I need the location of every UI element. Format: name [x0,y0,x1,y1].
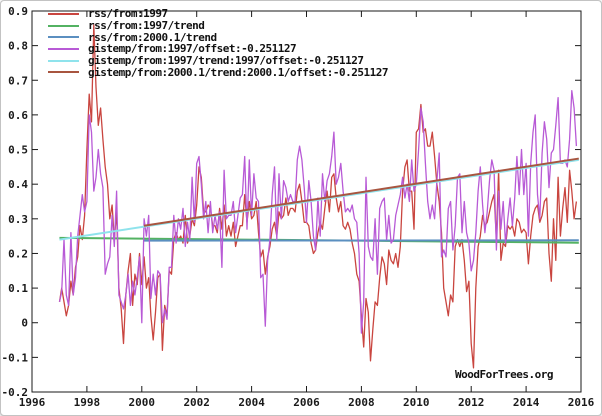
legend-item-gistemp-trend-1997: gistemp/from:1997/trend:1997/offset:-0.2… [48,55,388,67]
x-tick-label: 2010 [403,396,430,409]
legend-line-swatch [48,12,79,15]
y-tick-label: -0.1 [2,351,29,364]
legend: rss/from:1997 rss/from:1997/trend rss/fr… [48,8,389,79]
legend-line-swatch [48,24,79,27]
x-tick-label: 2016 [568,396,595,409]
x-tick-label: 2008 [348,396,375,409]
legend-label: gistemp/from:2000.1/trend:2000.1/offset:… [88,65,389,79]
gistemp-monthly-line [58,90,578,334]
y-tick-label: 0.9 [8,5,28,18]
x-tick-label: 2006 [293,396,320,409]
legend-line-swatch [48,59,79,62]
y-tick-label: 0.3 [8,213,28,226]
y-tick-label: 0.8 [8,40,28,53]
rss-monthly-line [58,24,578,369]
y-tick-label: 0.1 [8,282,28,295]
y-tick-label: 0.6 [8,109,28,122]
legend-line-swatch [48,71,79,74]
legend-item-gistemp-trend-2000: gistemp/from:2000.1/trend:2000.1/offset:… [48,65,389,79]
legend-item-rss-1997: rss/from:1997 [48,8,388,20]
legend-label: rss/from:1997/trend [88,19,205,33]
x-tick-label: 2004 [238,396,265,409]
y-tick-label: 0 [21,317,28,330]
legend-line-swatch [48,36,79,39]
y-tick-label: -0.2 [2,386,29,399]
x-tick-label: 2014 [513,396,540,409]
legend-label: gistemp/from:1997/offset:-0.251127 [88,42,297,56]
gistemp-trend-2000-line [143,157,579,227]
watermark-woodfortrees: WoodForTrees.org [455,368,553,381]
legend-line-swatch [48,47,79,50]
x-tick-label: 1998 [74,396,101,409]
y-tick-label: 0.7 [8,74,28,87]
x-tick-label: 1996 [19,396,46,409]
x-tick-label: 2002 [183,396,210,409]
legend-item-rss-trend-2000: rss/from:2000.1/trend [48,31,388,43]
legend-label: rss/from:2000.1/trend [88,30,217,44]
y-tick-label: 0.2 [8,247,28,260]
legend-item-gistemp-1997: gistemp/from:1997/offset:-0.251127 [48,43,388,55]
y-tick-label: 0.5 [8,144,28,157]
x-tick-label: 2000 [129,396,156,409]
x-tick-label: 2012 [458,396,485,409]
legend-item-rss-trend-1997: rss/from:1997/trend [48,20,388,32]
legend-label: rss/from:1997 [88,7,168,21]
legend-label: gistemp/from:1997/trend:1997/offset:-0.2… [88,54,364,68]
y-tick-label: 0.4 [8,178,28,191]
